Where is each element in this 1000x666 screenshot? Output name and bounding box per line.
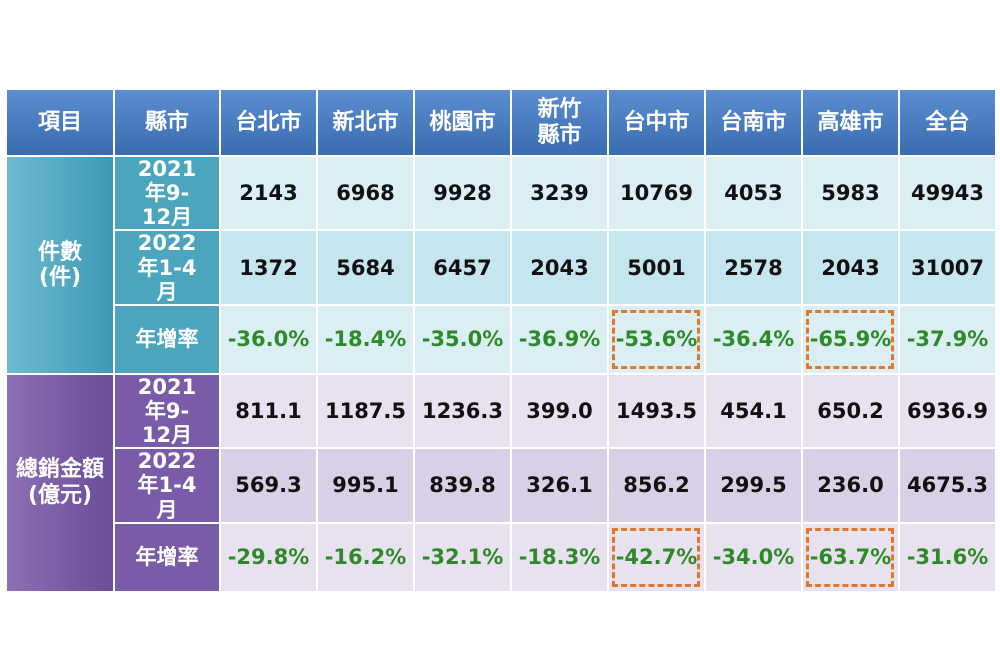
header-city-kaohsiung: 高雄市 xyxy=(801,88,900,157)
period-label-text: 2022年1-4月 xyxy=(137,231,197,304)
table-cell: -36.0% xyxy=(219,303,318,375)
table-cell: -35.0% xyxy=(413,303,512,375)
table-cell: 6457 xyxy=(413,229,512,306)
highlighted-cell: -53.6% xyxy=(607,303,706,375)
table-cell: 1372 xyxy=(219,229,318,306)
table-cell-value: -53.6% xyxy=(615,327,698,352)
period-label: 2022年1-4月 xyxy=(113,229,221,306)
header-city-taichung: 台中市 xyxy=(607,88,706,157)
header-city-new-taipei: 新北市 xyxy=(316,88,415,157)
count-row-yoy: 年增率 -36.0% -18.4% -35.0% -36.9% -53.6% -… xyxy=(6,303,997,375)
sales-row-2022: 2022年1-4月 569.3 995.1 839.8 326.1 856.2 … xyxy=(6,447,997,524)
table-cell: -31.6% xyxy=(898,521,997,593)
group-label-count: 件數(件) xyxy=(5,155,115,375)
group-label-sales-text: 總銷金額(億元) xyxy=(15,457,104,508)
highlighted-cell: -63.7% xyxy=(801,521,900,593)
table-cell: 326.1 xyxy=(510,447,609,524)
table-cell: 2143 xyxy=(219,154,318,232)
count-row-2021: 件數(件) 2021年9-12月 2143 6968 9928 3239 107… xyxy=(5,154,997,375)
table-cell: 9928 xyxy=(413,154,512,232)
header-nationwide: 全台 xyxy=(898,88,997,157)
period-label: 2022年1-4月 xyxy=(113,447,221,524)
table-cell: 856.2 xyxy=(607,447,706,524)
table-cell: 5684 xyxy=(316,229,415,306)
table-cell: 5001 xyxy=(607,229,706,306)
table-cell: 10769 xyxy=(607,154,706,232)
table-cell: 1236.3 xyxy=(413,372,512,450)
header-row: 項目 縣市 台北市 新北市 桃園市 新竹縣市 台中市 台南市 高雄市 全台 xyxy=(5,88,997,157)
header-city-hsinchu-label: 新竹縣市 xyxy=(537,97,582,148)
period-label: 2021年9-12月 xyxy=(113,154,221,232)
table-cell: -29.8% xyxy=(219,521,318,593)
header-city-tainan: 台南市 xyxy=(704,88,803,157)
table-cell: -34.0% xyxy=(704,521,803,593)
highlighted-cell: -65.9% xyxy=(801,303,900,375)
highlighted-cell: -42.7% xyxy=(607,521,706,593)
table-cell: 839.8 xyxy=(413,447,512,524)
table-cell-value: -42.7% xyxy=(615,545,698,570)
table-cell: 1187.5 xyxy=(316,372,415,450)
header-city-hsinchu: 新竹縣市 xyxy=(510,88,609,157)
transactions-comparison-table: 項目 縣市 台北市 新北市 桃園市 新竹縣市 台中市 台南市 高雄市 全台 件數… xyxy=(5,88,997,593)
table-cell: -18.3% xyxy=(510,521,609,593)
table-cell: 31007 xyxy=(898,229,997,306)
table-cell: -36.9% xyxy=(510,303,609,375)
table-cell: 4053 xyxy=(704,154,803,232)
table-cell: 236.0 xyxy=(801,447,900,524)
table-cell: 2043 xyxy=(801,229,900,306)
table-cell: -37.9% xyxy=(898,303,997,375)
table-cell: 811.1 xyxy=(219,372,318,450)
table-cell: 1493.5 xyxy=(607,372,706,450)
table-cell: 995.1 xyxy=(316,447,415,524)
yoy-label: 年增率 xyxy=(113,521,221,593)
table-cell: 49943 xyxy=(898,154,997,232)
table-cell: 399.0 xyxy=(510,372,609,450)
group-label-count-text: 件數(件) xyxy=(37,239,82,290)
period-label-text: 2022年1-4月 xyxy=(137,449,197,522)
header-item: 項目 xyxy=(5,88,115,157)
table-cell: 2043 xyxy=(510,229,609,306)
count-row-2022: 2022年1-4月 1372 5684 6457 2043 5001 2578 … xyxy=(6,229,997,306)
table-cell: 5983 xyxy=(801,154,900,232)
header-city-taipei: 台北市 xyxy=(219,88,318,157)
yoy-label: 年增率 xyxy=(113,303,221,375)
group-label-sales: 總銷金額(億元) xyxy=(5,372,115,593)
table-cell: 4675.3 xyxy=(898,447,997,524)
period-label-text: 2021年9-12月 xyxy=(137,374,197,448)
table-cell: 6968 xyxy=(316,154,415,232)
header-county: 縣市 xyxy=(113,88,221,157)
table-cell: 6936.9 xyxy=(898,372,997,450)
sales-row-2021: 總銷金額(億元) 2021年9-12月 811.1 1187.5 1236.3 … xyxy=(5,372,997,593)
sales-row-yoy: 年增率 -29.8% -16.2% -32.1% -18.3% -42.7% -… xyxy=(6,521,997,593)
table-cell: -18.4% xyxy=(316,303,415,375)
table-cell: 3239 xyxy=(510,154,609,232)
table-cell: 2578 xyxy=(704,229,803,306)
table-cell: 454.1 xyxy=(704,372,803,450)
table-cell: -36.4% xyxy=(704,303,803,375)
table-cell: 650.2 xyxy=(801,372,900,450)
period-label-text: 2021年9-12月 xyxy=(137,157,197,230)
table-cell: -32.1% xyxy=(413,521,512,593)
table-cell: -16.2% xyxy=(316,521,415,593)
period-label: 2021年9-12月 xyxy=(113,372,221,450)
header-city-taoyuan: 桃園市 xyxy=(413,88,512,157)
table-cell-value: -63.7% xyxy=(809,545,892,570)
table-cell: 299.5 xyxy=(704,447,803,524)
table-cell-value: -65.9% xyxy=(809,327,892,352)
table-cell: 569.3 xyxy=(219,447,318,524)
